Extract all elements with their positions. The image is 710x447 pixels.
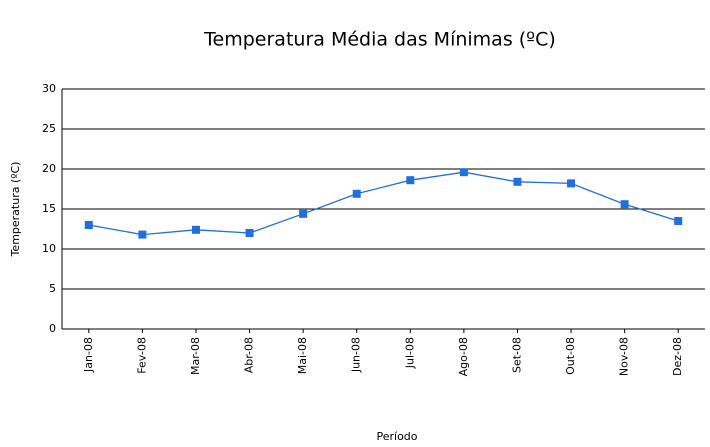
y-tick-label: 5 — [49, 282, 56, 295]
marker — [191, 225, 200, 234]
marker — [84, 221, 93, 229]
x-tick-label: Nov-08 — [618, 337, 631, 376]
x-tick-label: Mai-08 — [296, 337, 309, 374]
marker — [352, 189, 361, 198]
x-tick-label: Ago-08 — [457, 337, 470, 376]
x-tick-label: Mar-08 — [189, 337, 202, 375]
x-tick-label: Abr-08 — [243, 337, 256, 373]
y-tick-label: 0 — [49, 322, 56, 335]
marker — [245, 229, 254, 237]
marker — [674, 217, 683, 225]
marker — [513, 177, 522, 186]
marker — [620, 200, 629, 209]
x-tick-label: Jan-08 — [82, 337, 95, 373]
x-tick-label: Dez-08 — [671, 337, 684, 376]
y-tick-label: 30 — [42, 82, 56, 95]
chart-title: Temperatura Média das Mínimas (ºC) — [203, 29, 556, 51]
x-tick-label: Fev-08 — [135, 337, 148, 374]
y-tick-label: 20 — [42, 162, 56, 175]
x-axis-label: Período — [376, 430, 417, 443]
y-tick-label: 15 — [42, 202, 56, 215]
marker — [406, 176, 415, 185]
x-tick-label: Set-08 — [510, 337, 523, 373]
line — [88, 171, 679, 236]
x-tick-label: Out-08 — [564, 337, 577, 375]
x-tick-label: Jun-08 — [350, 337, 363, 373]
y-tick-label: 25 — [42, 122, 56, 135]
y-tick-label: 10 — [42, 242, 56, 255]
y-axis-label: Temperatura (ºC) — [9, 162, 22, 258]
marker — [138, 230, 147, 239]
marker — [459, 168, 468, 177]
marker — [299, 209, 308, 218]
x-tick-label: Jul-08 — [403, 337, 416, 369]
marker — [567, 179, 576, 188]
